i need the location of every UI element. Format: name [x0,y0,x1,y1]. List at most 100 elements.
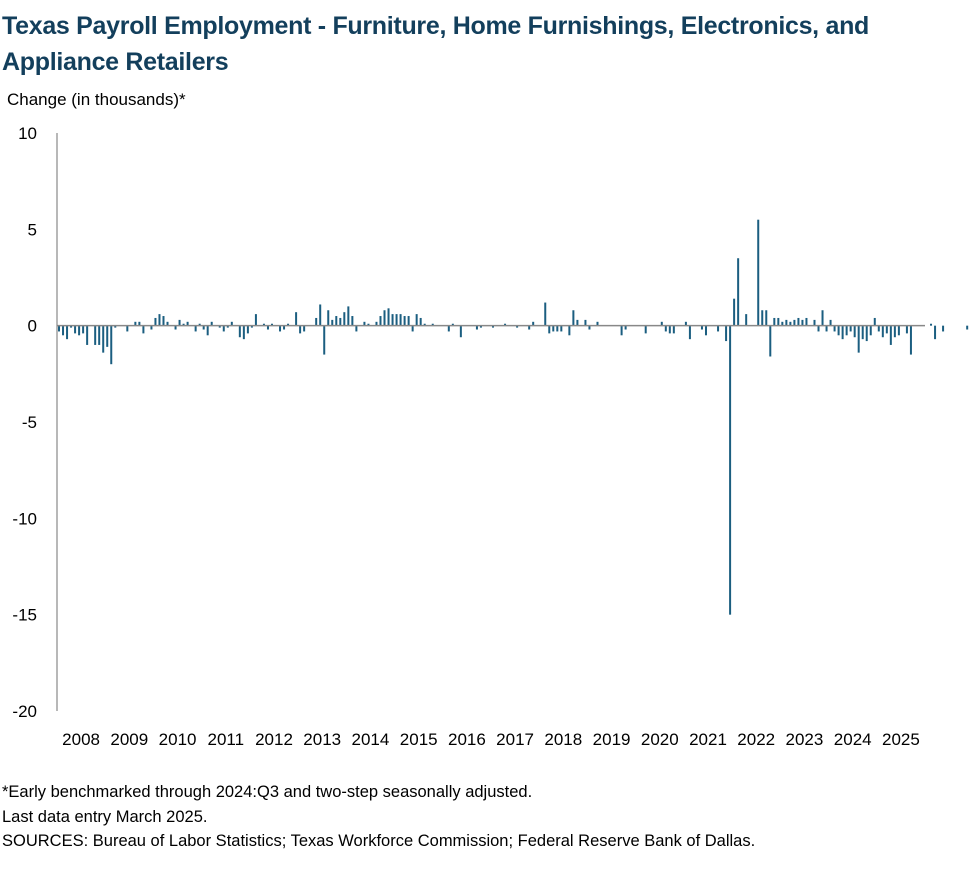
bar [528,325,531,330]
bar [162,316,165,326]
bar [833,325,836,332]
bar [897,325,900,336]
bar [299,325,302,334]
axes [56,133,925,711]
bar [367,323,370,326]
x-tick-label: 2014 [351,730,389,749]
bar [893,325,896,338]
bar [319,304,322,326]
bar [254,314,257,326]
bar-chart: 10 5 0 -5 -10 -15 -20 2008 2009 2010 2011 2012 2013… [12,124,969,749]
bar [769,325,772,357]
bar [584,319,587,326]
bar [303,325,306,332]
bar [889,325,892,345]
bar [399,314,402,326]
bar [704,325,707,336]
bar [865,325,868,342]
bar [877,325,880,332]
bar [150,325,153,330]
bar [262,323,265,326]
bar [664,325,667,332]
bar [930,323,933,326]
bar [688,325,691,340]
bar [644,325,647,334]
bar [588,325,591,330]
bar [475,325,478,330]
bar [660,321,663,326]
bar [395,314,398,326]
y-tick-label: -15 [12,606,37,625]
bar [492,325,495,328]
bar [451,323,454,326]
x-tick-label: 2024 [834,730,872,749]
bar [672,325,675,334]
bar [761,310,764,326]
bar [773,317,776,326]
x-tick-label: 2019 [593,730,631,749]
bar [154,317,157,326]
bar [94,325,97,345]
bar [459,325,462,338]
bar [431,323,434,326]
bar [266,325,269,330]
bar [391,314,394,326]
x-tick-label: 2009 [110,730,148,749]
bar [178,319,181,326]
bar [620,325,623,336]
bar [58,325,61,332]
bar [363,321,366,326]
y-axis-label: Change (in thousands)* [7,90,186,109]
bar [74,325,77,334]
bar [98,325,101,345]
x-tick-label: 2010 [159,730,197,749]
bar [857,325,860,353]
x-tick-label: 2011 [208,730,245,749]
bar [114,325,117,328]
bar [186,321,189,326]
footnotes: *Early benchmarked through 2024:Q3 and t… [2,780,755,854]
bar [837,325,840,336]
bar [556,325,559,332]
bar [66,325,69,340]
bar [813,319,816,326]
bar [516,325,519,328]
bar [781,321,784,326]
bar [805,317,808,326]
y-tick-label: 5 [28,220,37,239]
bar [102,325,105,353]
bar [801,319,804,326]
bar [415,314,418,326]
bar [166,321,169,326]
bar [700,325,703,330]
bar [423,323,426,326]
bar [909,325,912,355]
x-tick-label: 2015 [400,730,438,749]
bar [62,325,65,336]
bar [479,325,482,328]
bar [745,314,748,326]
bar [142,325,145,334]
bar [942,325,945,332]
x-tick-label: 2012 [255,730,293,749]
bar [222,325,225,332]
x-tick-label: 2018 [544,730,582,749]
bar [717,325,720,332]
bar [126,325,129,332]
bar [793,319,796,326]
bar [295,312,298,326]
bar [174,325,177,330]
bar [596,321,599,326]
bar [379,316,382,326]
chart-title: Texas Payroll Employment - Furniture, Ho… [2,12,870,76]
footnote-last-entry: Last data entry March 2025. [2,807,208,826]
x-tick-label: 2020 [641,730,679,749]
bar [279,325,282,332]
bar [849,325,852,332]
y-tick-label: -5 [22,413,37,432]
footnote-sources: SOURCES: Bureau of Labor Statistics; Tex… [2,832,756,850]
bar [70,325,73,328]
bar [110,325,113,365]
bar [218,325,221,328]
bar [158,314,161,326]
